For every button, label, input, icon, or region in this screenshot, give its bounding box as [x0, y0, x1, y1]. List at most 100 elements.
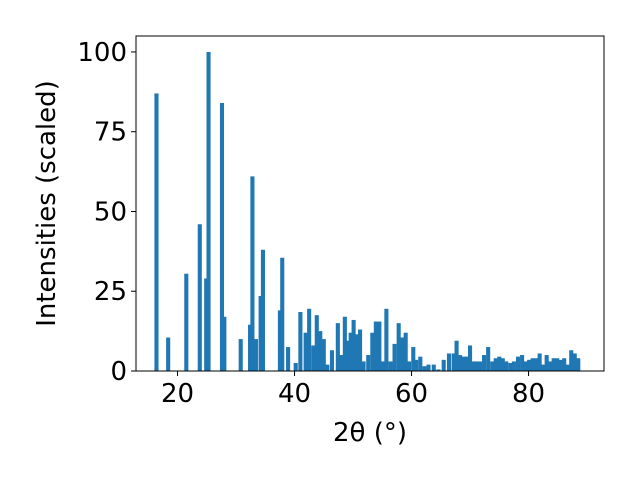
x-tick-label: 40 — [278, 379, 311, 409]
bar — [418, 356, 423, 371]
y-tick-label: 50 — [94, 197, 127, 227]
bar — [467, 345, 473, 371]
bar — [497, 356, 502, 371]
bar — [206, 51, 211, 371]
bar — [222, 316, 227, 371]
bar — [569, 350, 574, 371]
bar — [551, 358, 556, 371]
y-tick-label: 25 — [94, 277, 127, 307]
bar — [493, 358, 498, 371]
bar — [411, 347, 416, 371]
bar — [361, 361, 366, 371]
bar — [400, 337, 405, 371]
bar — [280, 257, 285, 371]
bar — [508, 363, 513, 371]
bar — [555, 358, 560, 371]
x-tick-label: 60 — [395, 379, 428, 409]
bar — [451, 353, 456, 371]
x-axis-ticks: 20 40 60 80 — [161, 371, 545, 409]
bar — [358, 329, 363, 371]
bar — [511, 361, 516, 371]
bar — [351, 319, 356, 371]
x-tick-label: 80 — [512, 379, 545, 409]
bar — [477, 361, 483, 371]
bar — [414, 359, 419, 371]
bar — [500, 358, 505, 371]
bar — [544, 355, 549, 371]
bar — [426, 364, 431, 371]
bar — [342, 316, 347, 371]
bar — [388, 361, 393, 371]
bar — [335, 323, 340, 371]
bar — [380, 361, 385, 371]
bar — [474, 361, 479, 371]
bar — [318, 331, 323, 371]
y-tick-label: 100 — [77, 38, 127, 68]
bar — [258, 296, 263, 371]
bar — [339, 355, 344, 371]
bar — [486, 347, 491, 371]
bar — [527, 359, 532, 371]
bar — [530, 358, 535, 371]
x-axis-label: 2θ (°) — [333, 418, 407, 448]
plot-frame — [135, 35, 605, 372]
bar — [370, 332, 375, 371]
bar — [354, 334, 359, 371]
bar — [558, 359, 563, 371]
bar — [537, 353, 542, 371]
bar — [184, 273, 189, 371]
bar — [321, 339, 326, 371]
bar — [534, 358, 539, 371]
bar — [490, 361, 495, 371]
bar — [504, 361, 509, 371]
bar — [384, 308, 389, 371]
bar — [286, 347, 291, 371]
bar — [325, 364, 330, 371]
bar — [541, 364, 546, 371]
y-tick-label: 75 — [94, 118, 127, 148]
bar — [373, 321, 378, 371]
bar — [548, 361, 553, 371]
y-tick-label: 0 — [110, 357, 127, 387]
bar — [329, 350, 335, 371]
bar — [520, 355, 525, 371]
bar — [576, 358, 581, 371]
bar — [392, 343, 397, 371]
bar — [303, 332, 308, 371]
bar — [422, 366, 427, 371]
x-tick-label: 20 — [161, 379, 194, 409]
y-axis-ticks: 0 25 50 75 100 — [77, 38, 136, 387]
bar — [407, 361, 412, 371]
bar — [345, 340, 350, 371]
bar — [565, 364, 570, 371]
bar — [253, 339, 258, 371]
bar — [515, 356, 521, 371]
bar — [482, 355, 487, 371]
bar — [277, 310, 282, 371]
bar — [248, 324, 253, 371]
bar — [314, 315, 319, 371]
bar — [311, 345, 316, 371]
bar — [260, 249, 265, 371]
bar — [154, 93, 159, 372]
bar — [446, 353, 452, 371]
bars-group — [154, 51, 581, 372]
bar — [396, 323, 401, 371]
bar — [348, 332, 353, 371]
bar — [436, 369, 441, 371]
bar — [441, 359, 446, 371]
bar — [454, 340, 459, 371]
bar — [464, 356, 469, 371]
bar — [238, 339, 243, 371]
bar — [366, 355, 371, 371]
bar — [219, 103, 225, 371]
bar — [403, 332, 408, 371]
bar — [572, 353, 577, 371]
bar — [562, 358, 567, 371]
bar — [431, 364, 436, 371]
bar — [458, 355, 463, 371]
bar — [307, 308, 312, 371]
bar — [293, 363, 298, 371]
bar — [471, 361, 476, 371]
